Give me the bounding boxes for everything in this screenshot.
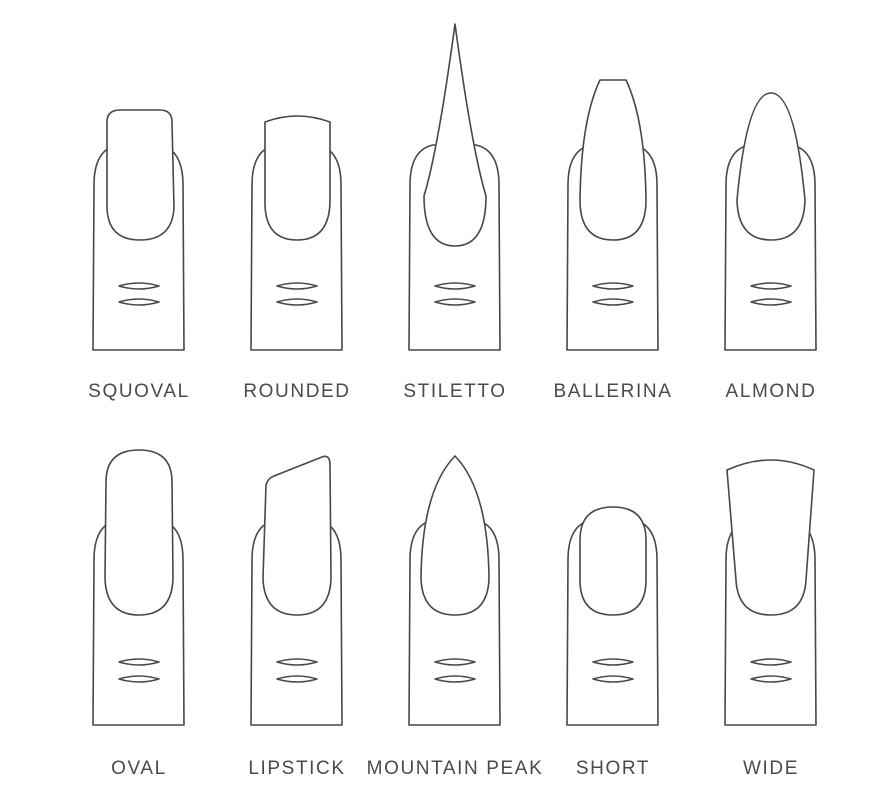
knuckle-crease-lower	[118, 298, 160, 306]
nail-rounded	[264, 115, 331, 241]
nail-squoval	[106, 109, 175, 241]
nail-item-short: SHORT	[566, 506, 659, 779]
nail-label: MOUNTAIN PEAK	[367, 758, 544, 779]
nail-label: STILETTO	[403, 381, 506, 402]
knuckle-crease-upper	[276, 658, 318, 666]
nail-label: OVAL	[111, 758, 167, 779]
nail-item-squoval: SQUOVAL	[88, 109, 190, 402]
knuckle-crease-upper	[118, 282, 160, 290]
nail-ballerina	[579, 79, 647, 241]
nail-label: WIDE	[743, 758, 799, 779]
nail-mountain-peak	[420, 455, 490, 616]
nail-label: SHORT	[576, 758, 650, 779]
nail-oval	[104, 449, 174, 616]
nail-item-oval: OVAL	[92, 449, 185, 779]
knuckle-crease-upper	[750, 658, 792, 666]
nail-label: BALLERINA	[554, 381, 673, 402]
nail-item-stiletto: STILETTO	[403, 23, 506, 402]
nail-item-almond: ALMOND	[724, 92, 817, 402]
knuckle-crease-lower	[434, 298, 476, 306]
knuckle-crease-lower	[434, 675, 476, 683]
nail-item-ballerina: BALLERINA	[554, 79, 673, 402]
knuckle-crease-lower	[276, 675, 318, 683]
knuckle-crease-upper	[592, 282, 634, 290]
nail-almond	[736, 92, 806, 241]
nail-item-rounded: ROUNDED	[243, 115, 350, 402]
nail-label: SQUOVAL	[88, 381, 190, 402]
nail-label: ALMOND	[726, 381, 817, 402]
knuckle-crease-upper	[434, 282, 476, 290]
nail-label: LIPSTICK	[248, 758, 345, 779]
nail-lipstick	[262, 455, 332, 616]
knuckle-crease-upper	[118, 658, 160, 666]
knuckle-crease-lower	[276, 298, 318, 306]
knuckle-crease-upper	[434, 658, 476, 666]
knuckle-crease-lower	[592, 675, 634, 683]
knuckle-crease-upper	[276, 282, 318, 290]
knuckle-crease-upper	[592, 658, 634, 666]
knuckle-crease-lower	[750, 298, 792, 306]
knuckle-crease-lower	[118, 675, 160, 683]
nail-label: ROUNDED	[243, 381, 350, 402]
nail-item-lipstick: LIPSTICK	[248, 455, 345, 779]
knuckle-crease-lower	[750, 675, 792, 683]
knuckle-crease-upper	[750, 282, 792, 290]
nail-item-wide: WIDE	[724, 459, 817, 779]
nail-short	[579, 506, 647, 616]
nail-wide	[726, 459, 815, 616]
nail-stiletto	[423, 23, 487, 247]
nail-item-mountain-peak: MOUNTAIN PEAK	[367, 455, 544, 779]
knuckle-crease-lower	[592, 298, 634, 306]
